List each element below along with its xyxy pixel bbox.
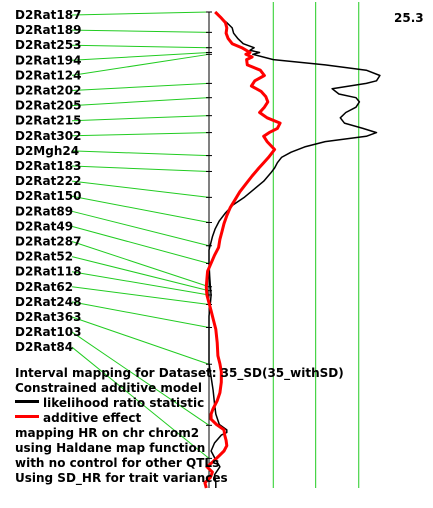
lrs-curve [208, 11, 381, 488]
marker-label-D2Mgh24: D2Mgh24 [15, 144, 79, 158]
marker-connector-D2Rat222 [71, 180, 210, 198]
marker-connector-D2Mgh24 [71, 150, 210, 157]
marker-label-D2Rat189: D2Rat189 [15, 23, 81, 37]
marker-label-D2Rat52: D2Rat52 [15, 250, 73, 264]
marker-connector-D2Rat118 [71, 271, 210, 296]
marker-connector-D2Rat302 [71, 132, 210, 137]
marker-connector-D2Rat205 [71, 97, 210, 107]
additive-effect-curve [203, 10, 282, 489]
marker-connector-D2Rat189 [71, 29, 210, 33]
marker-connector-D2Rat194 [71, 51, 210, 61]
marker-label-D2Rat287: D2Rat287 [15, 235, 81, 249]
legend-additive-entry: additive effect [15, 411, 344, 426]
legend-model-line: Constrained additive model [15, 381, 203, 395]
legend-lrs-entry: likelihood ratio statistic [15, 396, 344, 411]
marker-label-D2Rat215: D2Rat215 [15, 114, 81, 128]
marker-label-D2Rat363: D2Rat363 [15, 310, 81, 324]
max-lod-label: 25.3 [394, 11, 424, 25]
legend-dataset-line: Interval mapping for Dataset: 35_SD(35_w… [15, 366, 344, 380]
marker-label-D2Rat248: D2Rat248 [15, 295, 81, 309]
marker-connector-D2Rat363 [71, 316, 210, 365]
marker-connector-D2Rat49 [71, 225, 210, 264]
marker-connector-D2Rat187 [71, 11, 210, 16]
marker-connector-D2Rat103 [71, 331, 210, 426]
marker-label-D2Rat194: D2Rat194 [15, 53, 81, 67]
marker-label-D2Rat124: D2Rat124 [15, 68, 81, 82]
marker-label-D2Rat89: D2Rat89 [15, 204, 73, 218]
marker-label-D2Rat187: D2Rat187 [15, 8, 81, 22]
marker-label-D2Rat222: D2Rat222 [15, 174, 81, 188]
marker-connector-D2Rat150 [71, 195, 210, 223]
marker-label-D2Rat205: D2Rat205 [15, 99, 81, 113]
marker-label-D2Rat84: D2Rat84 [15, 340, 73, 354]
marker-label-D2Rat62: D2Rat62 [15, 280, 73, 294]
marker-label-D2Rat183: D2Rat183 [15, 159, 81, 173]
marker-connector-D2Rat183 [71, 165, 210, 172]
marker-label-D2Rat253: D2Rat253 [15, 38, 81, 52]
marker-label-D2Rat49: D2Rat49 [15, 219, 73, 233]
marker-connector-D2Rat253 [71, 44, 210, 49]
marker-label-D2Rat302: D2Rat302 [15, 129, 81, 143]
lrs-swatch [15, 400, 39, 403]
marker-connector-D2Rat215 [71, 115, 210, 122]
marker-connector-D2Rat124 [71, 53, 210, 76]
marker-connector-D2Rat52 [71, 256, 210, 292]
legend-lrs-label: likelihood ratio statistic [43, 396, 205, 410]
marker-connector-D2Rat248 [71, 301, 210, 328]
marker-connector-D2Rat287 [71, 241, 210, 288]
additive-swatch [15, 415, 39, 418]
legend-chromosome-line: mapping HR on chr chrom2 [15, 426, 200, 440]
marker-connector-D2Rat84 [71, 346, 210, 459]
marker-connector-D2Rat89 [71, 210, 210, 247]
legend-control-line: with no control for other QTLs [15, 456, 220, 470]
legend-map-function-line: using Haldane map function [15, 441, 206, 455]
marker-connector-D2Rat202 [71, 82, 210, 91]
marker-connector-D2Rat62 [71, 286, 210, 305]
legend-variance-line: Using SD_HR for trait variances [15, 471, 228, 485]
marker-label-D2Rat103: D2Rat103 [15, 325, 81, 339]
legend-additive-label: additive effect [43, 411, 142, 425]
marker-label-D2Rat202: D2Rat202 [15, 84, 81, 98]
legend: Interval mapping for Dataset: 35_SD(35_w… [15, 366, 344, 486]
marker-label-D2Rat150: D2Rat150 [15, 189, 81, 203]
marker-label-D2Rat118: D2Rat118 [15, 265, 81, 279]
